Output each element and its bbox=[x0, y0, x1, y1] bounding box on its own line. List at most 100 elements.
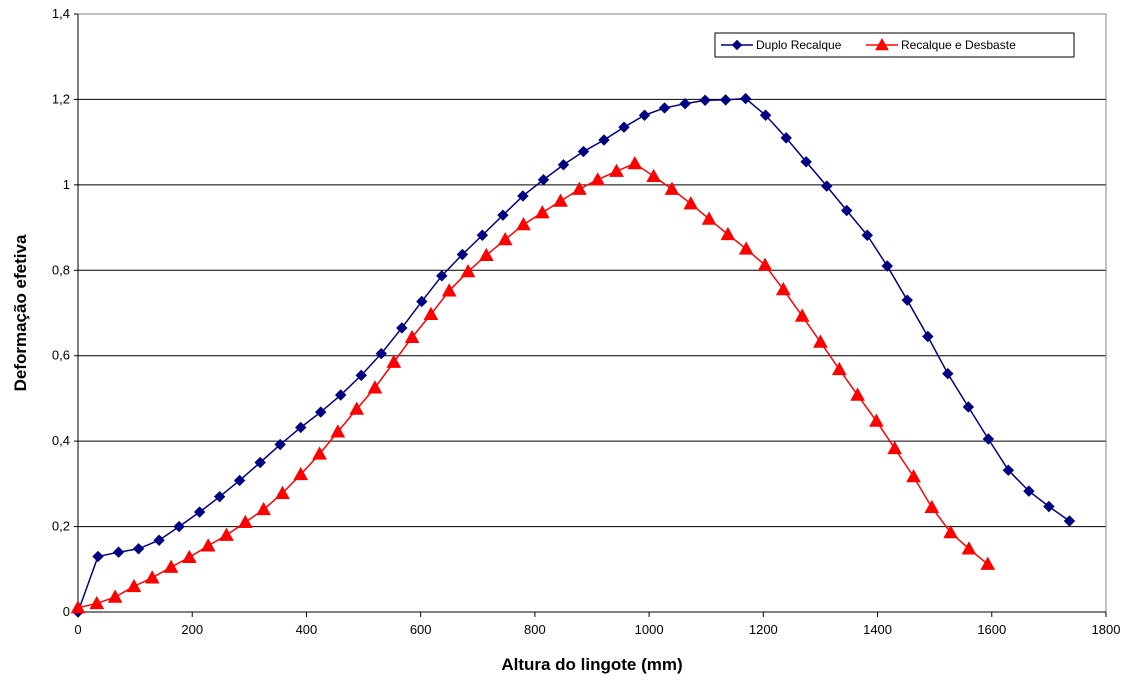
data-point-recalque-e-desbaste bbox=[70, 600, 86, 614]
data-point-duplo-recalque bbox=[153, 534, 165, 546]
data-point-recalque-e-desbaste bbox=[126, 578, 142, 593]
data-point-duplo-recalque bbox=[355, 369, 367, 382]
data-point-duplo-recalque bbox=[233, 474, 246, 487]
data-point-duplo-recalque bbox=[982, 433, 995, 445]
data-point-recalque-e-desbaste bbox=[386, 354, 402, 368]
data-point-recalque-e-desbaste bbox=[200, 538, 216, 552]
x-axis-title: Altura do lingote (mm) bbox=[501, 655, 682, 674]
data-point-recalque-e-desbaste bbox=[275, 485, 290, 499]
legend: Duplo Recalque Recalque e Desbaste bbox=[714, 32, 1075, 58]
data-point-recalque-e-desbaste bbox=[516, 217, 531, 231]
data-point-recalque-e-desbaste bbox=[887, 440, 903, 455]
data-point-recalque-e-desbaste bbox=[441, 283, 457, 297]
data-point-duplo-recalque bbox=[295, 421, 307, 434]
data-point-recalque-e-desbaste bbox=[534, 205, 550, 219]
series-group bbox=[70, 92, 1076, 618]
data-point-duplo-recalque bbox=[841, 204, 853, 217]
data-point-duplo-recalque bbox=[719, 94, 732, 106]
data-point-duplo-recalque bbox=[537, 174, 550, 186]
data-point-duplo-recalque bbox=[1002, 464, 1015, 476]
data-point-recalque-e-desbaste bbox=[850, 387, 865, 401]
data-point-recalque-e-desbaste bbox=[349, 401, 365, 415]
x-tick-label: 1800 bbox=[1092, 622, 1121, 637]
data-point-duplo-recalque bbox=[1043, 500, 1055, 513]
data-point-recalque-e-desbaste bbox=[720, 226, 736, 241]
data-point-duplo-recalque bbox=[638, 109, 651, 121]
data-point-duplo-recalque bbox=[1023, 485, 1035, 497]
data-point-duplo-recalque bbox=[254, 456, 266, 469]
data-point-duplo-recalque bbox=[780, 132, 792, 144]
data-point-recalque-e-desbaste bbox=[906, 469, 921, 483]
data-point-recalque-e-desbaste bbox=[404, 329, 420, 344]
y-tick-label: 1,4 bbox=[52, 6, 70, 21]
data-point-recalque-e-desbaste bbox=[478, 247, 494, 262]
y-tick-label: 1 bbox=[63, 177, 70, 192]
y-tick-label: 1,2 bbox=[52, 91, 70, 106]
data-point-recalque-e-desbaste bbox=[460, 264, 476, 278]
x-tick-label: 1600 bbox=[977, 622, 1006, 637]
legend-marker-recalque-e-desbaste bbox=[875, 37, 889, 51]
data-point-recalque-e-desbaste bbox=[924, 499, 940, 514]
data-point-duplo-recalque bbox=[173, 520, 185, 533]
data-point-recalque-e-desbaste bbox=[609, 163, 624, 177]
y-axis-title: Deformação efetiva bbox=[11, 234, 30, 391]
legend-label-duplo-recalque: Duplo Recalque bbox=[756, 38, 842, 52]
data-point-recalque-e-desbaste bbox=[312, 446, 327, 460]
data-point-recalque-e-desbaste bbox=[107, 589, 123, 603]
x-tick-label: 800 bbox=[524, 622, 546, 637]
plot-area-border bbox=[77, 13, 1107, 613]
data-point-recalque-e-desbaste bbox=[163, 559, 179, 573]
data-point-duplo-recalque bbox=[274, 438, 286, 451]
data-point-duplo-recalque bbox=[942, 367, 954, 380]
x-tick-label: 600 bbox=[410, 622, 432, 637]
data-point-recalque-e-desbaste bbox=[330, 424, 346, 438]
data-point-duplo-recalque bbox=[92, 550, 104, 563]
data-point-recalque-e-desbaste bbox=[701, 211, 717, 225]
data-point-recalque-e-desbaste bbox=[980, 556, 996, 570]
data-point-duplo-recalque bbox=[335, 389, 347, 401]
data-point-duplo-recalque bbox=[922, 330, 934, 343]
data-point-recalque-e-desbaste bbox=[757, 257, 773, 271]
data-point-duplo-recalque bbox=[517, 190, 529, 202]
data-point-duplo-recalque bbox=[739, 92, 752, 105]
data-point-recalque-e-desbaste bbox=[664, 181, 680, 195]
series-line-recalque-e-desbaste bbox=[77, 162, 989, 609]
legend-label-recalque-e-desbaste: Recalque e Desbaste bbox=[901, 38, 1016, 52]
y-tick-label: 0,8 bbox=[52, 262, 70, 277]
data-point-recalque-e-desbaste bbox=[572, 181, 587, 195]
data-point-duplo-recalque bbox=[901, 294, 913, 306]
data-point-duplo-recalque bbox=[800, 156, 812, 168]
data-point-duplo-recalque bbox=[396, 322, 408, 334]
data-point-duplo-recalque bbox=[861, 229, 873, 241]
data-point-recalque-e-desbaste bbox=[738, 241, 754, 255]
series-line-duplo-recalque bbox=[77, 97, 1070, 613]
data-point-duplo-recalque bbox=[618, 121, 630, 133]
data-point-duplo-recalque bbox=[112, 546, 125, 558]
data-point-recalque-e-desbaste bbox=[590, 172, 606, 186]
data-point-duplo-recalque bbox=[679, 97, 691, 110]
data-point-duplo-recalque bbox=[315, 406, 327, 418]
data-point-recalque-e-desbaste bbox=[646, 168, 662, 183]
data-point-duplo-recalque bbox=[132, 543, 145, 555]
data-point-duplo-recalque bbox=[699, 94, 711, 106]
data-point-recalque-e-desbaste bbox=[89, 595, 105, 610]
x-tick-label: 1400 bbox=[863, 622, 892, 637]
data-point-duplo-recalque bbox=[577, 145, 590, 158]
data-point-duplo-recalque bbox=[962, 401, 975, 413]
data-point-duplo-recalque bbox=[497, 209, 509, 221]
data-point-recalque-e-desbaste bbox=[775, 281, 791, 296]
data-point-duplo-recalque bbox=[821, 180, 833, 192]
data-point-recalque-e-desbaste bbox=[367, 380, 383, 394]
legend-entry-duplo-recalque: Duplo Recalque bbox=[721, 38, 842, 52]
data-point-recalque-e-desbaste bbox=[794, 308, 810, 322]
data-point-recalque-e-desbaste bbox=[256, 501, 271, 516]
data-point-recalque-e-desbaste bbox=[553, 193, 568, 207]
data-point-recalque-e-desbaste bbox=[293, 466, 309, 481]
data-point-recalque-e-desbaste bbox=[627, 155, 643, 170]
data-point-duplo-recalque bbox=[658, 102, 671, 114]
data-point-recalque-e-desbaste bbox=[961, 541, 977, 555]
data-point-recalque-e-desbaste bbox=[831, 361, 847, 376]
data-point-recalque-e-desbaste bbox=[813, 334, 828, 348]
gridlines bbox=[78, 13, 1106, 528]
